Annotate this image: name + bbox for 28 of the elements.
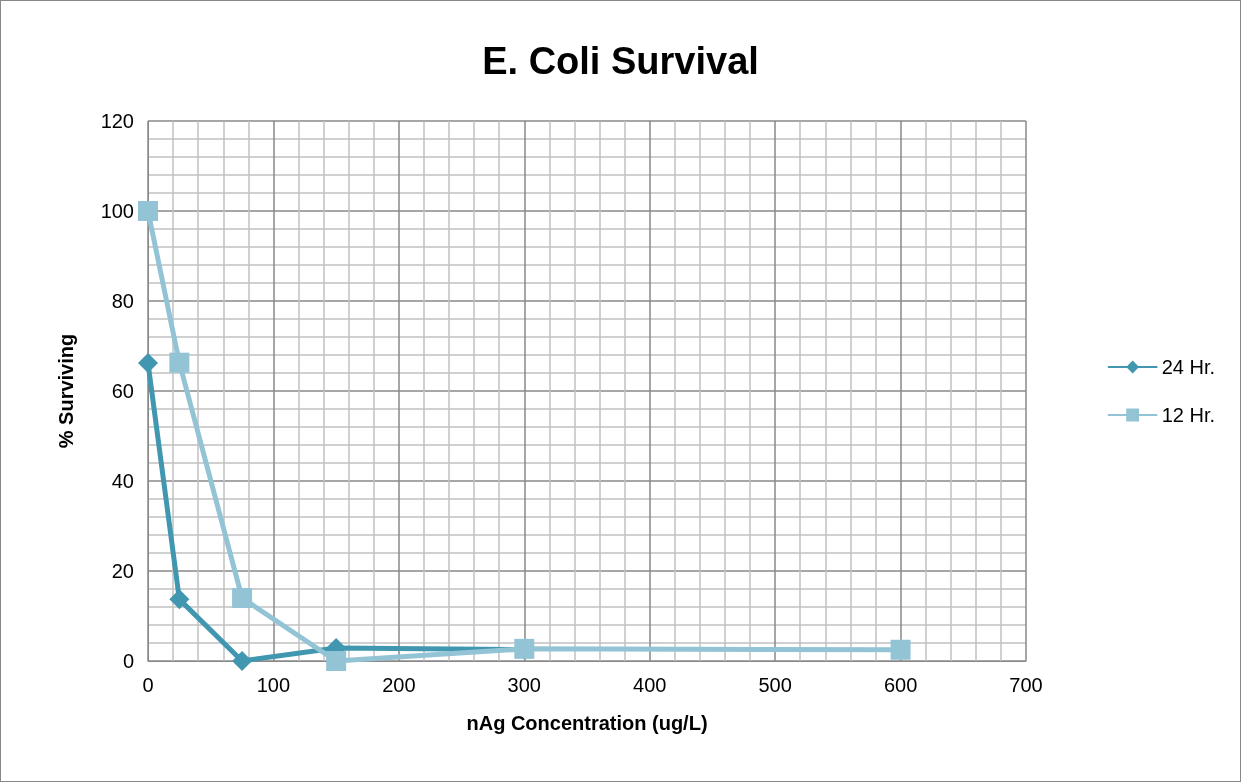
legend-label: 12 Hr. (1161, 404, 1215, 426)
point (326, 651, 347, 671)
y-tick-label: 80 (111, 290, 134, 312)
y-tick-label: 120 (100, 110, 134, 132)
point (169, 589, 190, 610)
legend-label: 24 Hr. (1161, 356, 1215, 378)
x-tick-label: 300 (507, 674, 541, 696)
y-tick-label: 100 (100, 200, 134, 222)
point (169, 352, 190, 373)
point (138, 353, 158, 374)
x-tick-label: 100 (256, 674, 291, 696)
chart-title: E. Coli Survival (482, 40, 759, 82)
y-tick-label: 0 (122, 650, 134, 672)
x-tick-label: 200 (382, 674, 416, 696)
x-tick-label: 0 (142, 674, 154, 696)
y-tick-label: 40 (111, 470, 134, 492)
point (890, 639, 911, 660)
y-tick-label: 20 (111, 560, 134, 582)
point (232, 588, 253, 608)
point (232, 651, 253, 671)
x-tick-label: 700 (1009, 674, 1043, 696)
x-tick-label: 600 (883, 674, 918, 696)
y-tick-label: 60 (111, 380, 134, 402)
x-tick-label: 400 (633, 674, 667, 696)
x-axis-title: nAg Concentration (ug/L) (466, 712, 708, 734)
x-tick-label: 500 (758, 674, 792, 696)
point (138, 201, 158, 221)
y-axis-title: % Surviving (55, 333, 77, 449)
